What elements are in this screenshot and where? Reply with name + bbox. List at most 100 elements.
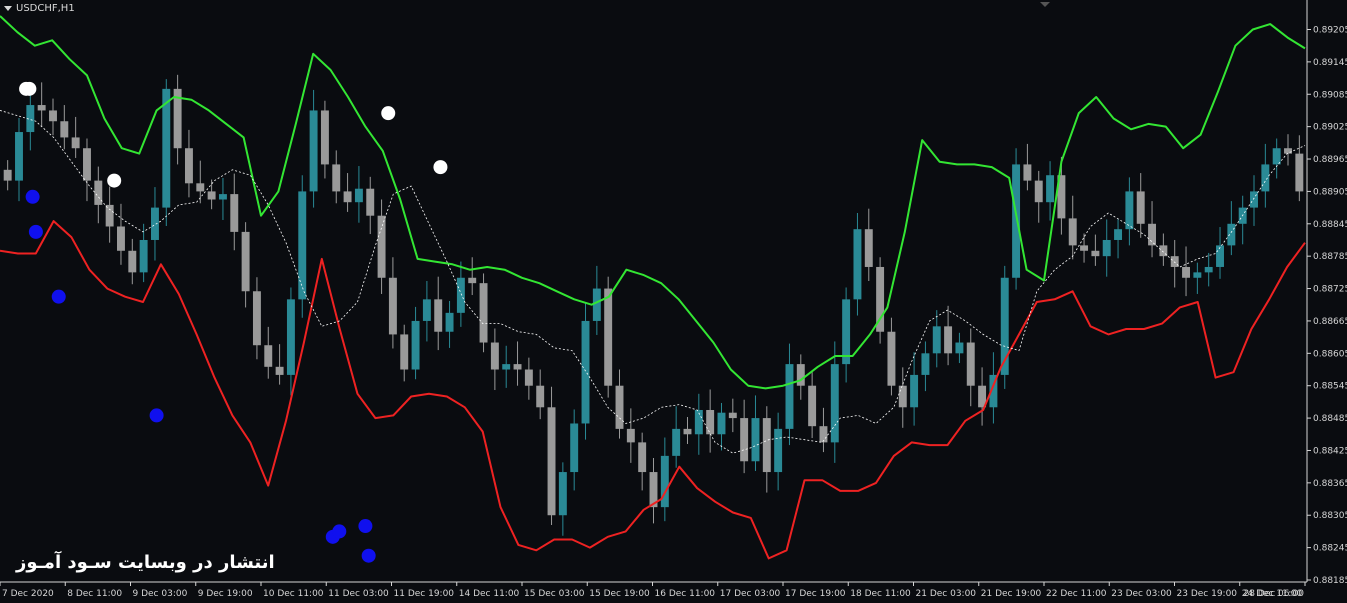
y-tick-label: 0.88545 <box>1313 382 1347 392</box>
x-tick-label: 15 Dec 03:00 <box>524 589 585 599</box>
candle <box>524 357 533 400</box>
candle-body <box>400 334 409 370</box>
candle-body <box>1091 250 1100 257</box>
candle <box>196 160 205 204</box>
candle <box>15 118 23 202</box>
candle <box>332 150 341 204</box>
candle <box>411 306 420 380</box>
candle-body <box>343 191 352 203</box>
candle-body <box>694 409 703 435</box>
x-tick-label: 7 Dec 2020 <box>2 589 54 599</box>
candle <box>649 458 658 524</box>
buy-signal-dot <box>361 548 376 563</box>
candle <box>60 105 69 150</box>
dropdown-triangle-icon[interactable] <box>4 6 12 11</box>
candle <box>1272 138 1281 179</box>
candle <box>978 367 987 426</box>
candle <box>71 116 80 158</box>
candle-body <box>1114 229 1123 240</box>
candle <box>898 367 907 428</box>
candle-body <box>94 180 103 205</box>
candle-body <box>490 342 499 370</box>
candle-body <box>252 291 261 346</box>
candle <box>49 98 57 136</box>
candle-body <box>105 204 114 227</box>
candle <box>83 138 91 202</box>
candle-body <box>1204 266 1213 273</box>
candle <box>728 398 737 433</box>
candle-body <box>1034 180 1043 203</box>
candle <box>94 166 103 224</box>
mid-line <box>0 110 1306 454</box>
candle <box>694 393 703 455</box>
symbol-label[interactable]: USDCHF,H1 <box>4 3 75 14</box>
buy-signal-dot <box>28 224 43 239</box>
candle-body <box>422 299 431 321</box>
candle-body <box>978 385 987 408</box>
candle-body <box>434 299 443 332</box>
candle <box>275 344 284 385</box>
y-tick-label: 0.89205 <box>1313 25 1347 35</box>
candle-body <box>626 428 635 443</box>
candle <box>842 287 851 383</box>
candle <box>173 74 182 165</box>
candle-body <box>842 299 851 365</box>
scroll-marker-icon[interactable] <box>1040 2 1050 7</box>
candle <box>1080 233 1089 263</box>
y-tick-label: 0.88245 <box>1313 544 1347 554</box>
y-tick-label: 0.89145 <box>1313 58 1347 68</box>
buy-signal-dot <box>332 524 347 539</box>
candle <box>468 257 477 296</box>
candle-body <box>479 283 488 343</box>
sell-signal-dot <box>381 106 396 121</box>
x-tick-label: 10 Dec 11:00 <box>263 589 324 599</box>
time-axis: 7 Dec 2020 8 Dec 11:00 9 Dec 03:00 9 Dec 19… <box>0 582 1306 599</box>
candle-body <box>774 428 783 473</box>
candle-body <box>1012 164 1021 278</box>
candle <box>445 300 454 348</box>
candle <box>819 407 828 453</box>
candle-body <box>320 110 329 165</box>
upper-band-line <box>0 15 1306 390</box>
candle <box>570 409 579 491</box>
candle <box>1284 134 1292 166</box>
candle-body <box>604 288 613 386</box>
candle <box>615 369 624 439</box>
candle-body <box>921 353 930 375</box>
candle <box>479 273 488 353</box>
candle-body <box>26 105 35 133</box>
candle-body <box>1102 239 1111 257</box>
y-tick-label: 0.88665 <box>1313 317 1347 327</box>
y-tick-label: 0.88965 <box>1313 155 1347 165</box>
candle-body <box>728 412 737 419</box>
candle-body <box>1136 191 1145 224</box>
candle-body <box>1046 175 1055 203</box>
candle-body <box>944 326 953 354</box>
candle <box>796 354 805 400</box>
candle-body <box>1125 191 1134 230</box>
candle <box>672 406 681 468</box>
candle-body <box>706 409 715 435</box>
candle <box>762 406 771 493</box>
candle-body <box>150 207 159 240</box>
candle-body <box>139 239 148 273</box>
candle <box>3 160 12 191</box>
candle-body <box>547 407 556 516</box>
candle <box>105 186 114 243</box>
candle <box>456 261 465 327</box>
candle-body <box>1159 245 1168 257</box>
y-tick-label: 0.88485 <box>1313 414 1347 424</box>
candle <box>1250 175 1258 226</box>
candle <box>660 437 669 522</box>
candle <box>264 326 273 379</box>
signal-markers <box>19 81 448 563</box>
candle-body <box>717 412 726 435</box>
candle-body <box>762 418 771 473</box>
candle-body <box>1295 153 1304 192</box>
x-tick-label: 17 Dec 19:00 <box>785 589 846 599</box>
candle <box>218 177 227 221</box>
x-tick-label: 16 Dec 11:00 <box>655 589 716 599</box>
x-tick-label: 17 Dec 03:00 <box>720 589 781 599</box>
candle <box>252 277 261 360</box>
